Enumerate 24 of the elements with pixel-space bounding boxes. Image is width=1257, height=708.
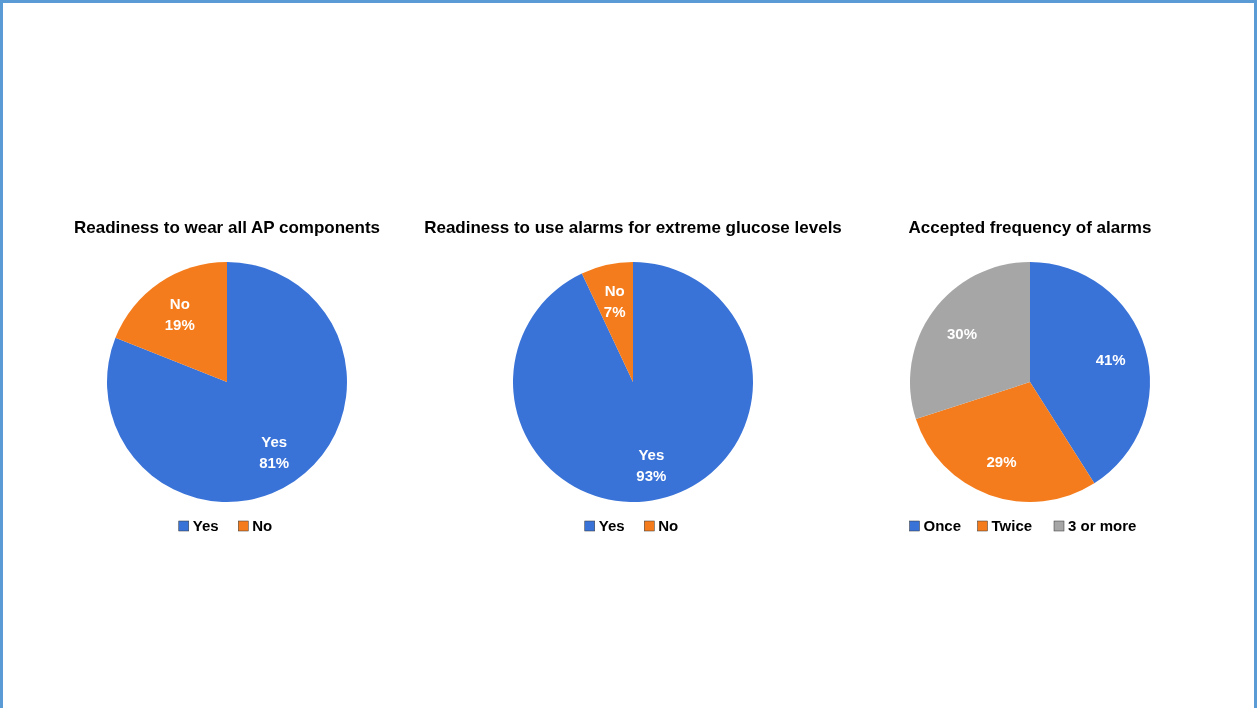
legend-label: Twice: [991, 517, 1033, 534]
chart-title: Readiness to wear all AP components: [73, 218, 381, 237]
pie-slice: [915, 382, 1095, 502]
data-label: Yes 93%: [636, 445, 667, 484]
data-label: 41%: [1095, 350, 1126, 368]
pie-slice: [581, 262, 633, 382]
pie-slice: [107, 262, 347, 502]
data-label: Yes 81%: [259, 433, 290, 472]
data-label: 29%: [986, 453, 1017, 471]
chart-title: Readiness to use alarms for extreme glucose levels: [424, 218, 842, 237]
legend-label: No: [658, 517, 679, 534]
data-label: 30%: [947, 324, 978, 342]
pie-slice: [1030, 262, 1150, 484]
pie-slice: [115, 262, 227, 382]
legend-label: Yes: [598, 517, 625, 534]
data-label: No 19%: [164, 294, 195, 333]
data-label: No 7%: [603, 282, 626, 321]
chart-title: Accepted frequency of alarms: [908, 218, 1152, 237]
pie-slice: [513, 262, 753, 502]
legend-label: Yes: [192, 517, 219, 534]
pie-slice: [910, 262, 1030, 420]
legend-label: No: [252, 517, 273, 534]
legend-label: 3 or more: [1068, 517, 1137, 534]
legend-label: Once: [923, 517, 962, 534]
